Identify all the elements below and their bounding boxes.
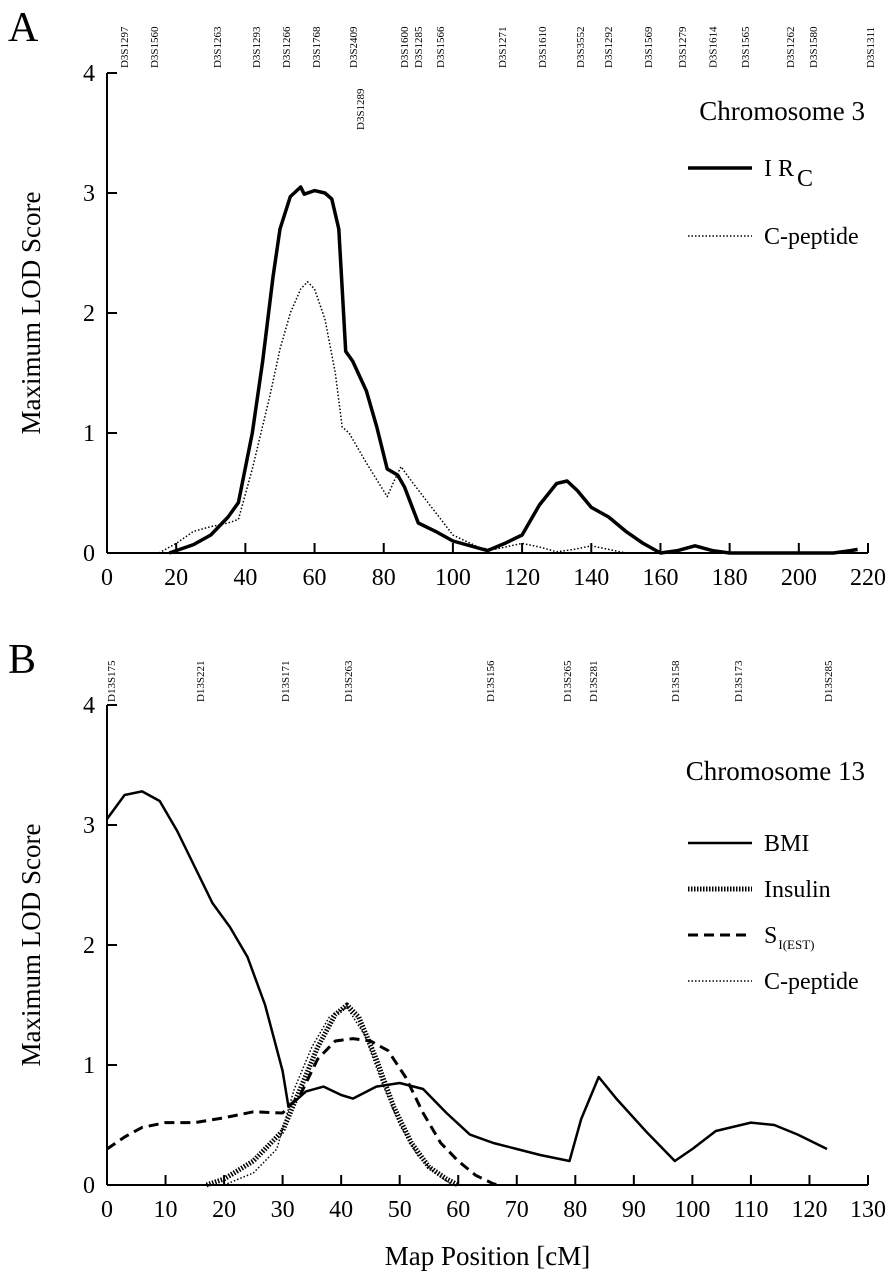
marker-label: D3S1289 <box>355 88 367 130</box>
x-tick-label: 90 <box>622 1197 646 1223</box>
legend-name: I R <box>764 156 794 182</box>
x-tick-label: 50 <box>388 1197 412 1223</box>
x-tick-label: 10 <box>154 1197 178 1223</box>
series-line <box>105 790 828 1163</box>
x-tick-label: 30 <box>271 1197 295 1223</box>
marker-label: D3S1292 <box>603 26 615 68</box>
marker-label: D13S175 <box>106 660 118 702</box>
legend-name: Insulin <box>764 877 831 903</box>
legend-name: C-peptide <box>764 969 859 995</box>
marker-label: D3S1610 <box>537 26 549 68</box>
panel-label: B <box>8 637 36 683</box>
x-axis-label: Map Position [cM] <box>385 1241 591 1271</box>
y-axis-label: Maximum LOD Score <box>16 824 46 1067</box>
y-tick-label: 0 <box>83 1173 95 1199</box>
series-line <box>106 1037 500 1187</box>
y-tick-label: 1 <box>83 421 95 447</box>
x-tick-label: 80 <box>372 565 396 591</box>
chart-title: Chromosome 3 <box>699 96 865 126</box>
y-tick-label: 3 <box>83 813 95 839</box>
series-line <box>168 185 858 555</box>
x-tick-label: 110 <box>733 1197 768 1223</box>
y-tick-label: 2 <box>83 933 95 959</box>
x-tick-label: 100 <box>435 565 471 591</box>
panel-label: A <box>8 5 39 51</box>
y-tick-label: 1 <box>83 1053 95 1079</box>
x-tick-label: 160 <box>642 565 678 591</box>
marker-label: D3S1297 <box>119 26 131 68</box>
marker-label: D3S1565 <box>740 26 752 68</box>
series-line <box>158 281 627 554</box>
marker-label: D3S2409 <box>348 26 360 68</box>
marker-label: D3S1560 <box>149 26 161 68</box>
x-tick-label: 60 <box>303 565 327 591</box>
marker-label: D13S173 <box>733 660 745 702</box>
legend-name: BMI <box>764 831 809 857</box>
legend-label: C-peptide <box>764 224 859 250</box>
marker-label: D13S158 <box>670 660 682 702</box>
x-tick-label: 120 <box>504 565 540 591</box>
marker-label: D13S156 <box>485 660 497 702</box>
y-axis-label: Maximum LOD Score <box>16 192 46 435</box>
chart-title: Chromosome 13 <box>686 756 865 786</box>
x-tick-label: 120 <box>791 1197 827 1223</box>
x-tick-label: 100 <box>674 1197 710 1223</box>
x-tick-label: 0 <box>101 565 113 591</box>
series-line <box>223 1006 453 1186</box>
marker-label: D3S1566 <box>435 26 447 68</box>
legend-label: C-peptide <box>764 969 859 995</box>
legend-name: S <box>764 923 777 949</box>
marker-label: D13S171 <box>280 660 292 702</box>
marker-label: D3S1285 <box>413 26 425 68</box>
x-tick-label: 200 <box>781 565 817 591</box>
marker-label: D3S1614 <box>707 26 719 68</box>
x-tick-label: 20 <box>212 1197 236 1223</box>
marker-label: D3S1279 <box>677 26 689 68</box>
y-tick-label: 2 <box>83 301 95 327</box>
marker-label: D3S1293 <box>251 26 263 68</box>
y-tick-label: 4 <box>83 693 95 719</box>
y-tick-label: 0 <box>83 541 95 567</box>
marker-label: D3S1569 <box>643 26 655 68</box>
marker-label: D13S221 <box>195 660 207 702</box>
x-tick-label: 40 <box>233 565 257 591</box>
marker-label: D3S3552 <box>575 26 587 68</box>
y-tick-label: 3 <box>83 181 95 207</box>
marker-label: D3S1263 <box>212 26 224 68</box>
x-tick-label: 0 <box>101 1197 113 1223</box>
legend-name: C-peptide <box>764 224 859 250</box>
marker-label: D3S1311 <box>865 27 877 68</box>
marker-label: D13S265 <box>562 660 574 702</box>
x-tick-label: 130 <box>850 1197 886 1223</box>
marker-label: D13S263 <box>343 660 355 702</box>
x-tick-label: 220 <box>850 565 886 591</box>
marker-label: D3S1600 <box>399 26 411 68</box>
legend-subscript: I(EST) <box>778 937 814 952</box>
x-tick-label: 40 <box>329 1197 353 1223</box>
legend-label: BMI <box>764 831 809 857</box>
y-tick-label: 4 <box>83 61 95 87</box>
legend-label: SI(EST) <box>764 923 814 952</box>
x-tick-label: 60 <box>446 1197 470 1223</box>
marker-label: D3S1768 <box>311 26 323 68</box>
x-tick-label: 140 <box>573 565 609 591</box>
marker-label: D3S1271 <box>497 26 509 68</box>
x-tick-label: 180 <box>712 565 748 591</box>
marker-label: D13S285 <box>823 660 835 702</box>
marker-label: D3S1262 <box>785 26 797 68</box>
series-line <box>205 1002 460 1188</box>
marker-label: D3S1266 <box>281 26 293 68</box>
marker-label: D3S1580 <box>808 26 820 68</box>
x-tick-label: 80 <box>563 1197 587 1223</box>
legend-subscript: C <box>797 166 813 192</box>
legend-label: Insulin <box>764 877 831 903</box>
x-tick-label: 70 <box>505 1197 529 1223</box>
marker-label: D13S281 <box>588 660 600 702</box>
x-tick-label: 20 <box>164 565 188 591</box>
